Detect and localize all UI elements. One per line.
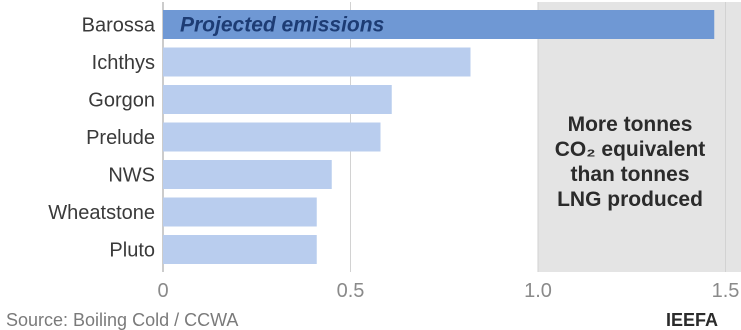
brand-label: IEEFA bbox=[666, 310, 718, 330]
category-label-barossa: Barossa bbox=[82, 15, 156, 37]
category-label-wheatstone: Wheatstone bbox=[48, 202, 155, 224]
bars bbox=[163, 10, 715, 264]
source-note: Source: Boiling Cold / CCWA bbox=[6, 310, 238, 330]
shaded-region-annotation: More tonnes CO₂ equivalent than tonnes LNG … bbox=[555, 113, 706, 211]
shaded-region bbox=[538, 2, 741, 272]
bar-barossa bbox=[163, 10, 715, 39]
category-label-prelude: Prelude bbox=[86, 127, 155, 149]
x-tick-labels: 0 0.5 1.0 1.5 bbox=[157, 280, 739, 302]
bar-ichthys bbox=[163, 47, 471, 77]
bar-wheatstone bbox=[163, 197, 317, 227]
x-tick-label: 1.0 bbox=[524, 280, 552, 302]
category-label-nws: NWS bbox=[108, 165, 155, 187]
x-tick-label: 0 bbox=[157, 280, 168, 302]
bar-pluto bbox=[163, 235, 317, 264]
bar-gorgon bbox=[163, 85, 392, 114]
x-tick-label: 1.5 bbox=[712, 280, 740, 302]
x-tick-label: 0.5 bbox=[337, 280, 365, 302]
category-label-gorgon: Gorgon bbox=[88, 90, 155, 112]
category-labels: Barossa Ichthys Gorgon Prelude NWS Wheatstone… bbox=[48, 15, 156, 262]
category-label-pluto: Pluto bbox=[109, 240, 155, 262]
projected-emissions-label: Projected emissions bbox=[180, 14, 384, 37]
category-label-ichthys: Ichthys bbox=[92, 52, 155, 74]
bar-prelude bbox=[163, 122, 381, 152]
bar-nws bbox=[163, 160, 332, 189]
